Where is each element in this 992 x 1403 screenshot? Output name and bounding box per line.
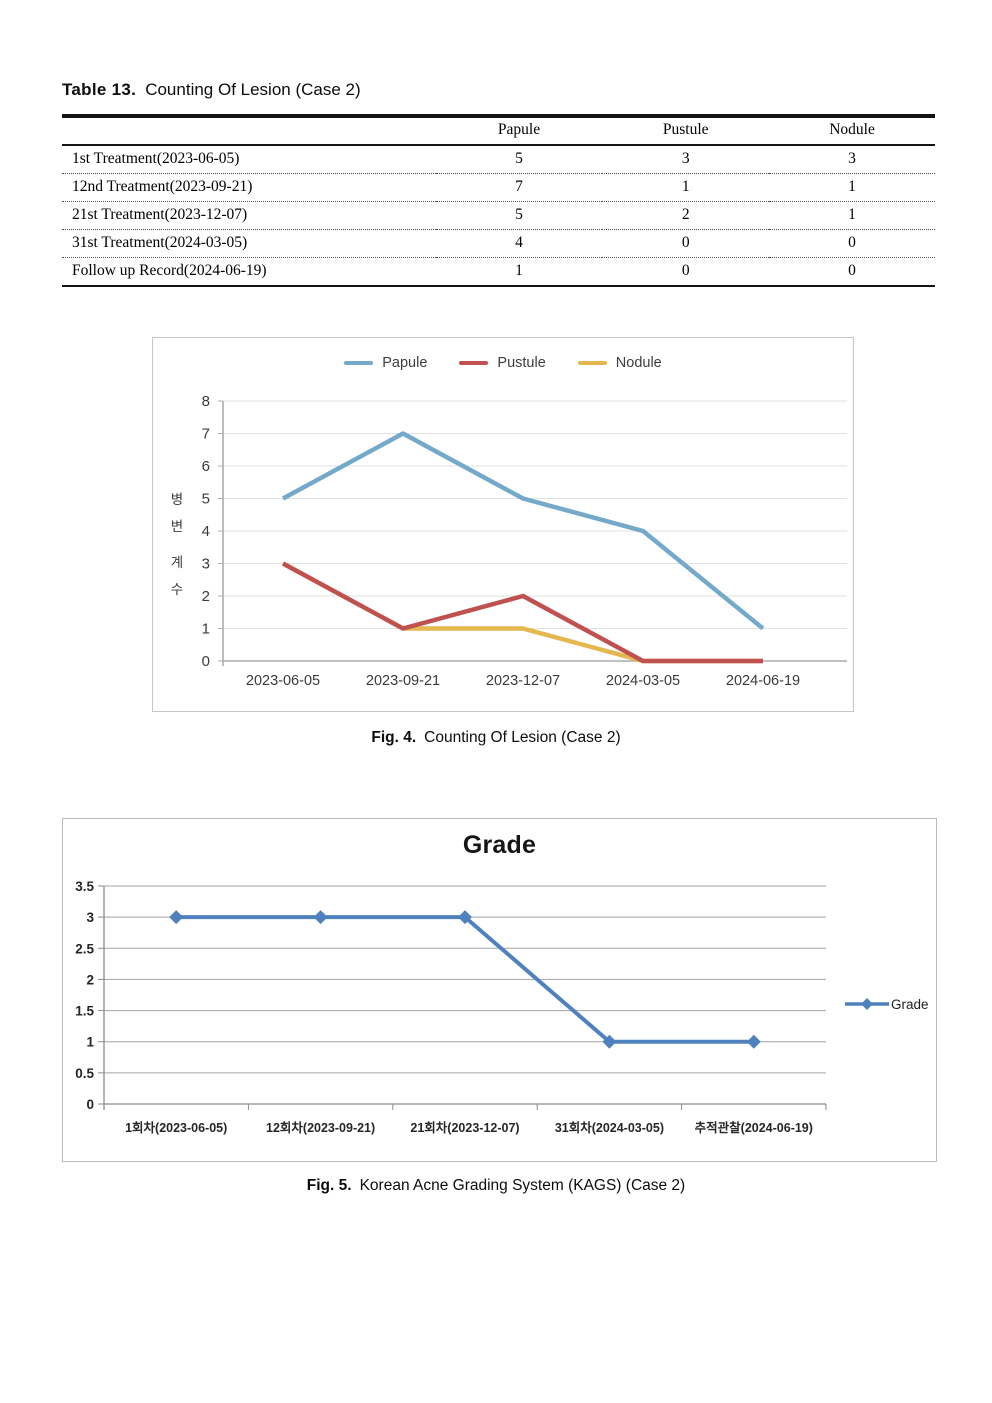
table-header-row: Papule Pustule Nodule	[62, 116, 935, 146]
legend-item-nodule: Nodule	[577, 355, 662, 371]
value-cell: 3	[602, 145, 770, 174]
table-title: Table 13. Counting Of Lesion (Case 2)	[62, 80, 361, 100]
value-cell: 0	[681, 262, 690, 279]
svg-text:31회차(2024-03-05): 31회차(2024-03-05)	[555, 1120, 664, 1135]
value-cell: 5	[435, 145, 603, 174]
table-row: 1st Treatment(2023-06-05) 5 3 3	[62, 145, 935, 174]
value-cell: 7	[435, 173, 603, 202]
fig4-caption: Fig. 4. Counting Of Lesion (Case 2)	[0, 729, 992, 747]
svg-text:12회차(2023-09-21): 12회차(2023-09-21)	[266, 1120, 375, 1135]
svg-text:2023-09-21: 2023-09-21	[366, 673, 440, 689]
legend-swatch	[344, 361, 374, 365]
table-row: 21st Treatment(2023-12-07) 5 2 1	[62, 201, 935, 230]
table-row: 12nd Treatment(2023-09-21) 7 1 1	[62, 173, 935, 202]
svg-text:0: 0	[86, 1097, 94, 1112]
fig5-chart-title: Grade	[462, 831, 537, 859]
svg-text:3: 3	[202, 556, 210, 573]
value-cell: 4	[435, 229, 603, 258]
svg-text:1: 1	[202, 621, 210, 638]
value-cell: 1	[515, 262, 523, 279]
fig4-plot-svg: 0 1 2 3 4 5 6 7 8 2023-06-05 2023-09-21 2023-12-07 2…	[202, 393, 847, 689]
y-axis-label-char: 병	[170, 492, 184, 507]
svg-text:7: 7	[202, 426, 210, 443]
legend-item-pustule: Pustule	[459, 355, 546, 371]
legend-label: Pustule	[497, 355, 546, 371]
row-label: 21st Treatment(2023-12-07)	[62, 201, 436, 230]
svg-text:1.5: 1.5	[75, 1004, 94, 1019]
y-axis-label-char: 계	[170, 555, 184, 570]
svg-text:0.5: 0.5	[75, 1066, 94, 1081]
row-label: 1st Treatment(2023-06-05)	[62, 145, 436, 174]
svg-text:2: 2	[202, 588, 210, 605]
value-cell: 3	[769, 145, 935, 174]
fig5-plot-svg: 0 0.5 1 1.5 2 2.5 3 3.5 1회차(2023-06-05) 12회차(2023…	[75, 879, 827, 1135]
svg-text:3.5: 3.5	[75, 879, 94, 894]
fig5-grade-chart: Grade Grade 0 0.5 1 1.5 2 2.5 3 3.5 1회차(2023-06-…	[62, 818, 937, 1162]
row-label: 31st Treatment(2024-03-05)	[62, 229, 436, 258]
legend-label: Papule	[382, 355, 428, 371]
table-row: 31st Treatment(2024-03-05) 4 0 0	[62, 229, 935, 258]
row-label: Follow up Record(2024-06-19)	[72, 262, 267, 279]
column-header: Nodule	[769, 116, 935, 146]
svg-text:2: 2	[86, 972, 94, 987]
svg-text:2023-06-05: 2023-06-05	[246, 673, 320, 689]
svg-text:21회차(2023-12-07): 21회차(2023-12-07)	[410, 1120, 519, 1135]
value-cell: 2	[602, 201, 770, 230]
svg-text:2024-03-05: 2024-03-05	[606, 673, 680, 689]
fig4-legend: Papule Pustule Nodule	[153, 354, 853, 372]
y-axis-label-char: 변	[170, 519, 184, 534]
svg-text:0: 0	[202, 653, 210, 670]
fig5-legend: Grade	[844, 995, 929, 1013]
svg-text:1회차(2023-06-05): 1회차(2023-06-05)	[125, 1120, 227, 1135]
value-cell: 0	[602, 229, 770, 258]
table-row: Follow up Record(2024-06-19) 1 0 0	[62, 258, 935, 287]
column-header: Papule	[435, 116, 603, 146]
svg-text:4: 4	[202, 523, 210, 540]
svg-text:2023-12-07: 2023-12-07	[486, 673, 560, 689]
lesion-count-table: Papule Pustule Nodule 1st Treatment(2023-0…	[62, 114, 935, 287]
value-cell: 0	[769, 229, 935, 258]
svg-text:3: 3	[86, 910, 94, 925]
legend-swatch	[459, 361, 489, 365]
svg-text:2024-06-19: 2024-06-19	[726, 673, 800, 689]
fig5-caption-number: Fig. 5.	[306, 1177, 352, 1194]
fig4-caption-text: Counting Of Lesion (Case 2)	[424, 729, 621, 746]
fig4-caption-number: Fig. 4.	[371, 729, 417, 746]
value-cell: 1	[769, 201, 935, 230]
legend-item-papule: Papule	[344, 355, 427, 371]
y-axis-label-char: 수	[170, 582, 184, 597]
svg-text:2.5: 2.5	[75, 941, 94, 956]
value-cell: 0	[848, 262, 856, 279]
legend-label: Grade	[891, 996, 929, 1012]
column-header	[62, 116, 436, 146]
fig5-caption-text: Korean Acne Grading System (KAGS) (Case …	[359, 1177, 686, 1194]
svg-text:5: 5	[202, 491, 210, 508]
legend-swatch	[577, 361, 607, 365]
svg-text:8: 8	[202, 393, 210, 410]
table-title-text: Counting Of Lesion (Case 2)	[145, 80, 361, 99]
table-number: Table 13.	[62, 80, 137, 99]
svg-text:1: 1	[86, 1035, 94, 1050]
row-label: 12nd Treatment(2023-09-21)	[62, 173, 436, 202]
value-cell: 1	[602, 173, 770, 202]
svg-text:6: 6	[202, 458, 210, 475]
column-header: Pustule	[602, 116, 770, 146]
svg-text:추적관찰(2024-06-19): 추적관찰(2024-06-19)	[695, 1120, 813, 1135]
legend-marker-icon	[845, 998, 889, 1010]
value-cell: 1	[769, 173, 935, 202]
fig5-caption: Fig. 5. Korean Acne Grading System (KAGS)…	[0, 1177, 992, 1195]
legend-label: Nodule	[615, 355, 662, 371]
value-cell: 5	[435, 201, 603, 230]
